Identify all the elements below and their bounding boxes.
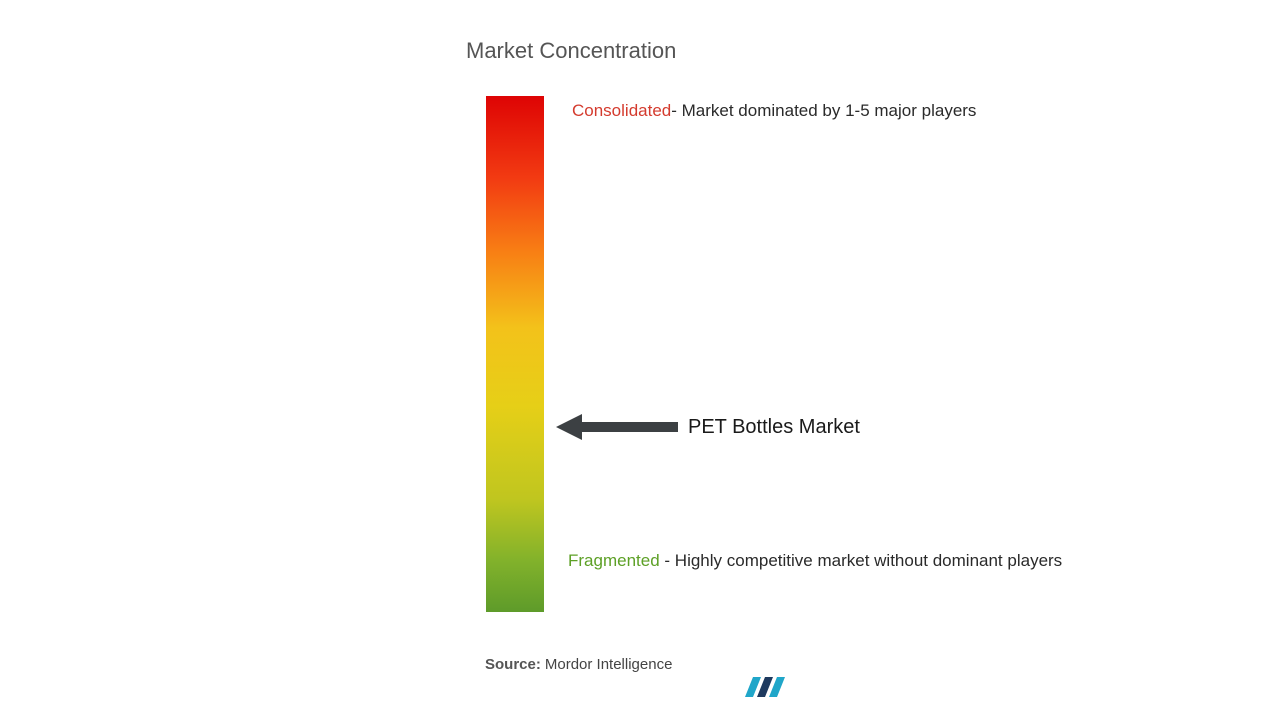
- source-label: Source:: [485, 656, 541, 673]
- consolidated-description: - Market dominated by 1-5 major players: [671, 97, 976, 124]
- fragmented-label-row: Fragmented - Highly competitive market w…: [568, 547, 1062, 574]
- left-arrow-icon: [556, 414, 678, 440]
- market-name-label: PET Bottles Market: [688, 416, 860, 439]
- mordor-logo: [743, 675, 787, 699]
- chart-title: Market Concentration: [466, 38, 676, 64]
- fragmented-term: Fragmented: [568, 551, 660, 570]
- concentration-gradient-bar: [486, 96, 544, 612]
- source-value: Mordor Intelligence: [545, 656, 673, 673]
- market-position-marker: PET Bottles Market: [556, 414, 860, 440]
- consolidated-term: Consolidated: [572, 97, 671, 124]
- fragmented-description: - Highly competitive market without domi…: [664, 551, 1062, 570]
- logo-icon: [743, 675, 787, 699]
- source-attribution: Source: Mordor Intelligence: [485, 656, 672, 673]
- consolidated-label-row: Consolidated - Market dominated by 1-5 m…: [572, 97, 976, 124]
